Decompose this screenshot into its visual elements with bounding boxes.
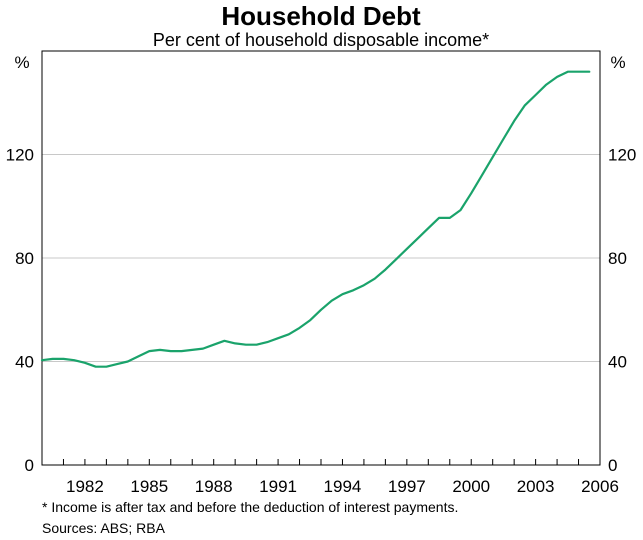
x-tick-label: 1988 bbox=[195, 477, 233, 496]
y-tick-label-left: 40 bbox=[15, 353, 34, 372]
series-line bbox=[40, 70, 591, 368]
x-tick-label: 1991 bbox=[259, 477, 297, 496]
y-axis-unit-left: % bbox=[14, 53, 29, 72]
x-tick-label: 2000 bbox=[452, 477, 490, 496]
x-tick-label: 1997 bbox=[388, 477, 426, 496]
y-tick-label-right: 80 bbox=[608, 249, 627, 268]
x-tick-label: 1982 bbox=[66, 477, 104, 496]
x-tick-label: 1994 bbox=[324, 477, 362, 496]
x-tick-label: 1985 bbox=[130, 477, 168, 496]
chart-subtitle: Per cent of household disposable income* bbox=[153, 30, 489, 50]
y-tick-label-left: 120 bbox=[6, 146, 34, 165]
series-layer bbox=[40, 70, 591, 368]
y-tick-label-left: 0 bbox=[25, 456, 34, 475]
y-tick-label-right: 0 bbox=[608, 456, 617, 475]
y-tick-label-left: 80 bbox=[15, 249, 34, 268]
sources: Sources: ABS; RBA bbox=[42, 520, 166, 536]
y-tick-label-right: 120 bbox=[608, 146, 636, 165]
y-tick-label-right: 40 bbox=[608, 353, 627, 372]
chart-title: Household Debt bbox=[221, 1, 421, 31]
y-axis-unit-right: % bbox=[610, 53, 625, 72]
footnote: * Income is after tax and before the ded… bbox=[42, 499, 458, 515]
axis-ticks: 0 0 40 40 80 80 120 120 1982 1985 1988 1991 1994 1997… bbox=[6, 146, 637, 497]
gridlines bbox=[42, 154, 600, 362]
x-tick-label: 2006 bbox=[581, 477, 619, 496]
x-tick-label: 2003 bbox=[517, 477, 555, 496]
